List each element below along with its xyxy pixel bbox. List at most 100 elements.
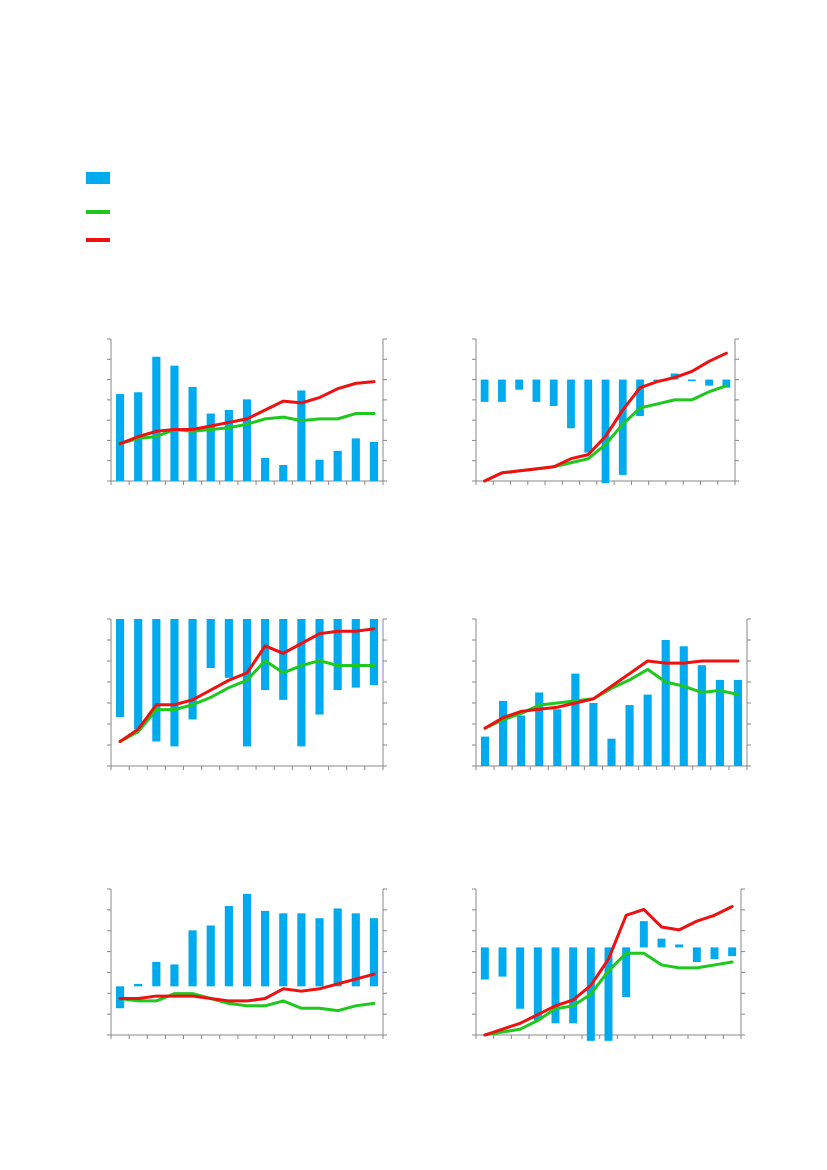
chart-3-bar — [242, 619, 252, 747]
chart-1-bar — [297, 390, 306, 481]
chart-1-bar — [242, 399, 252, 481]
chart-6-bar — [675, 944, 684, 948]
chart-5-bar — [333, 908, 342, 987]
chart-2-bar — [705, 379, 713, 386]
chart-2-bar — [601, 379, 610, 484]
chart-3-bar — [170, 619, 179, 747]
chart-1-bar — [333, 450, 342, 481]
chart-2-bar — [567, 379, 575, 429]
chart-3-red-line — [118, 627, 376, 743]
chart-2-group — [472, 338, 739, 485]
chart-4-bar — [733, 679, 743, 766]
chart-3-bar — [351, 619, 360, 688]
chart-5-bar — [170, 964, 179, 987]
chart-5-bar — [206, 925, 215, 987]
chart-4-bar — [499, 700, 508, 766]
chart-2-bar — [636, 379, 644, 417]
chart-6-bar — [639, 921, 648, 948]
chart-2-bar — [515, 379, 524, 390]
chart-2-bar — [687, 379, 696, 382]
chart-2-red-line — [483, 351, 728, 483]
chart-3-bar — [224, 619, 233, 678]
chart-4-bar — [643, 694, 652, 766]
chart-3-bar — [297, 619, 306, 747]
chart-6-bar — [480, 947, 489, 980]
chart-6-bar — [516, 947, 525, 1009]
chart-5-bar — [261, 910, 270, 987]
chart-3-bar — [369, 619, 379, 686]
chart-5-bar — [369, 918, 379, 987]
chart-4-bar — [571, 673, 580, 766]
chart-4-bar — [625, 705, 634, 766]
chart-3-bar — [115, 619, 125, 717]
chart-1-bar — [369, 441, 379, 481]
chart-1-bar — [261, 457, 270, 481]
chart-6-bar — [551, 947, 560, 1024]
chart-4-bar — [480, 736, 490, 766]
chart-1-group — [107, 338, 387, 485]
chart-2-bar — [498, 379, 506, 402]
chart-6-bar — [710, 947, 719, 960]
chart-1-bar — [152, 356, 161, 481]
chart-4-bar — [607, 738, 616, 766]
chart-2-bar — [480, 379, 489, 402]
chart-5-bar — [152, 962, 161, 987]
chart-4-group — [472, 618, 751, 770]
chart-5-bar — [242, 893, 252, 987]
chart-1-bar — [279, 465, 288, 481]
chart-5-red-line — [118, 972, 376, 1003]
chart-6-green-line — [483, 951, 734, 1037]
legend-swatch-bar — [86, 172, 110, 184]
chart-4-red-line — [483, 659, 740, 730]
chart-1-bar — [206, 413, 215, 481]
legend-swatch-red-line — [86, 238, 110, 242]
chart-3-bar — [261, 619, 270, 691]
chart-4-bar — [679, 646, 688, 766]
chart-1-bar — [315, 459, 324, 481]
chart-5-bar — [297, 913, 306, 987]
chart-6-bar — [692, 947, 701, 962]
chart-3-bar — [134, 619, 143, 730]
chart-1-bar — [224, 410, 233, 481]
chart-2-bar — [584, 379, 593, 453]
chart-5-bar — [279, 913, 288, 987]
chart-3-bar — [188, 619, 197, 720]
chart-5-bar — [224, 906, 233, 987]
chart-6-bar — [657, 938, 666, 948]
chart-2-bar — [549, 379, 558, 406]
chart-6-bar — [728, 947, 737, 957]
chart-5-bar — [188, 930, 197, 987]
chart-5-bar — [351, 913, 360, 987]
chart-6-bar — [569, 947, 578, 1024]
chart-1-red-line — [118, 380, 376, 446]
chart-4-bar — [589, 703, 598, 766]
chart-4-bar — [661, 640, 670, 766]
chart-6-bar — [604, 947, 613, 1041]
chart-1-green-line — [118, 412, 376, 446]
chart-1-bar — [188, 386, 197, 481]
chart-3-bar — [279, 619, 288, 700]
chart-6-bar — [533, 947, 542, 1021]
chart-3-bar — [333, 619, 342, 691]
chart-5-green-line — [118, 992, 376, 1013]
chart-6-red-line — [483, 905, 734, 1037]
chart-2-bar — [618, 379, 627, 475]
chart-5-bar — [315, 918, 324, 987]
chart-3-green-line — [118, 659, 376, 743]
chart-4-bar — [517, 715, 526, 766]
chart-4-bar — [553, 709, 562, 766]
chart-5-group — [107, 888, 387, 1039]
chart-3-group — [107, 618, 387, 770]
chart-1-bar — [115, 394, 125, 481]
chart-6-bar — [622, 947, 631, 998]
legend-swatch-green-line — [86, 210, 110, 214]
chart-3-bar — [315, 619, 324, 715]
chart-3-bar — [152, 619, 161, 742]
chart-4-bar — [697, 665, 706, 766]
chart-2-bar — [532, 379, 541, 402]
chart-5-bar — [134, 983, 143, 987]
chart-3-bar — [206, 619, 215, 668]
chart-4-bar — [535, 692, 544, 766]
chart-6-bar — [498, 947, 507, 977]
